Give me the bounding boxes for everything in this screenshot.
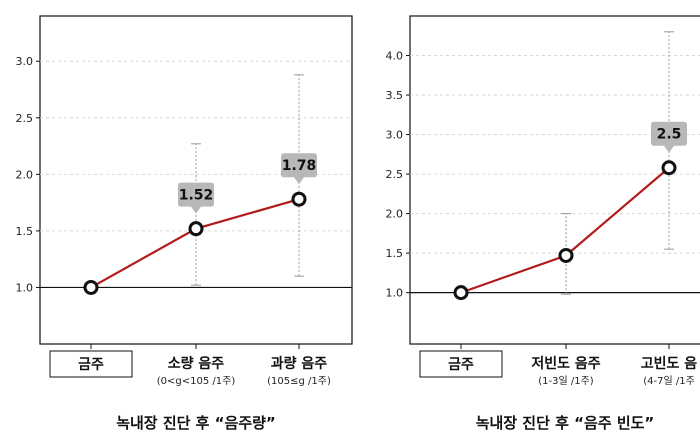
x-category-sublabel: (0<g<105 /1주) [157, 376, 236, 387]
y-tick-label: 2.0 [16, 168, 34, 181]
data-point [453, 285, 469, 301]
data-label-bubble [651, 121, 687, 153]
y-tick-label: 3.5 [386, 89, 404, 102]
y-tick-label: 3.0 [16, 55, 34, 68]
x-category-label: 저빈도 음주 [531, 356, 600, 372]
x-category-label: 금주 [78, 357, 104, 373]
data-point [558, 247, 574, 263]
data-label-text: 1.52 [179, 188, 214, 204]
y-tick-label: 1.0 [386, 287, 404, 300]
x-category-sublabel: (105≤g /1주) [267, 376, 331, 387]
data-label: 1.52 [178, 182, 214, 214]
x-category-sublabel: (1-3일 /1주) [538, 375, 594, 387]
x-category-label: 과량 음주 [271, 356, 328, 372]
data-point [291, 191, 307, 207]
x-category-sublabel: (4-7일 /1주 [643, 375, 695, 387]
y-tick-label: 2.0 [386, 208, 404, 221]
data-label: 1.78 [281, 153, 317, 185]
data-label: 2.5 [651, 121, 687, 153]
y-tick-label: 1.0 [16, 281, 34, 294]
data-point [83, 279, 99, 295]
data-label-text: 2.5 [657, 127, 682, 143]
chart-title: 녹내장 진단 후 “음주 빈도” [476, 414, 655, 432]
x-category-label: 소량 음주 [168, 356, 225, 372]
plot-frame [409, 15, 700, 345]
y-tick-label: 2.5 [16, 112, 34, 125]
reference-category-box [419, 350, 503, 378]
chart-panel-2: 1.0 1.5 2.0 2.5 3.0 3.5 4.0 2.5 금주 저빈도 음주 (1-3일 /1… [386, 15, 700, 432]
data-point [661, 160, 677, 176]
data-point [188, 221, 204, 237]
y-tick-label: 1.5 [16, 225, 34, 238]
data-label-bubble [281, 153, 317, 185]
chart-panel-1: 1.0 1.5 2.0 2.5 3.0 1.52 1.78 금주 소량 음주 (0<g<105 /… [16, 15, 353, 432]
chart-title: 녹내장 진단 후 “음주량” [116, 414, 276, 432]
y-tick-label: 1.5 [386, 247, 404, 260]
x-category-label: 금주 [448, 357, 474, 373]
data-label-text: 1.78 [282, 158, 317, 174]
y-tick-label: 3.0 [386, 129, 404, 142]
data-label-bubble [178, 182, 214, 214]
y-tick-label: 4.0 [386, 50, 404, 63]
reference-category-box [49, 350, 133, 378]
x-category-label: 고빈도 음 [641, 356, 698, 372]
y-tick-label: 2.5 [386, 168, 404, 181]
